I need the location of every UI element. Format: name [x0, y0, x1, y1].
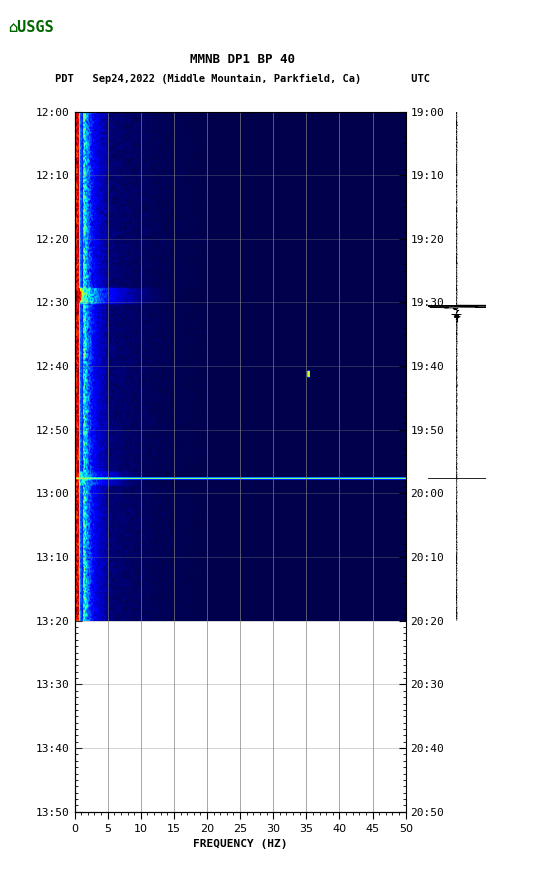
Text: MMNB DP1 BP 40: MMNB DP1 BP 40 — [190, 54, 295, 66]
Bar — [75, 621, 406, 812]
Text: PDT   Sep24,2022 (Middle Mountain, Parkfield, Ca)        UTC: PDT Sep24,2022 (Middle Mountain, Parkfie… — [55, 73, 431, 84]
Text: ⌂USGS: ⌂USGS — [8, 20, 54, 35]
X-axis label: FREQUENCY (HZ): FREQUENCY (HZ) — [193, 839, 288, 849]
